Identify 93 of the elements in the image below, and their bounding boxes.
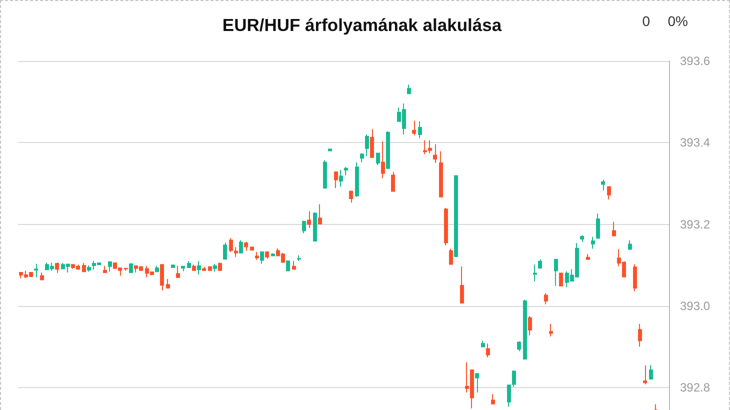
candlestick [34,263,38,278]
candlestick [244,241,248,252]
candlestick [255,252,259,260]
candlestick [171,264,175,268]
candlestick [391,172,395,192]
candlestick [596,213,600,239]
candlestick [381,140,385,179]
candlestick [517,340,521,352]
candlestick [297,254,301,262]
candlestick [82,262,86,272]
candlestick [129,263,133,273]
candlestick [486,342,490,358]
candlestick [591,236,595,250]
candlestick [481,340,485,348]
candlestick [533,264,537,282]
candlestick [449,248,453,265]
candlestick [360,152,364,163]
candlestick [638,323,642,348]
candlestick [250,246,254,250]
candlestick [491,394,495,404]
candlestick [412,120,416,136]
candlestick [386,130,390,169]
candlestick [607,186,611,200]
text: 0% [668,13,688,29]
y-tick-label: 393.4 [680,136,710,150]
candlestick [407,84,411,94]
candlestick [187,260,191,268]
chart-title: EUR/HUF árfolyamának alakulása [222,15,502,35]
candlestick [344,166,348,176]
candlestick [318,204,322,224]
candlestick [239,240,243,254]
candlestick [271,252,275,256]
candlestick [349,190,353,204]
candlestick [454,175,458,258]
candlestick [528,316,532,336]
candlestick [176,265,180,278]
candlestick [334,172,338,188]
candlestick [197,260,201,275]
candlestick [439,150,443,198]
candlestick [87,265,91,272]
candlestick [213,263,217,272]
candlestick [549,323,553,338]
candlestick [302,220,306,234]
candlestick [181,266,185,272]
candlestick [124,267,128,272]
candlestick [418,120,422,139]
candlestick [559,272,563,286]
candlestick [523,299,527,360]
candlestick [160,264,164,291]
candlestick [339,169,343,188]
candlestick [286,260,290,272]
candlestick [586,254,590,260]
candlestick [328,148,332,152]
candlestick [370,128,374,158]
y-tick-label: 393.6 [680,54,710,68]
candlestick [103,265,107,273]
text: 0 [642,13,650,29]
candlestick [554,258,558,286]
candlestick [475,373,479,393]
candlestick [628,240,632,250]
candlestick [433,144,437,164]
candlestick [192,264,196,271]
candlestick [612,221,616,236]
candlestick [40,272,44,280]
candlestick [538,258,542,268]
y-tick-label: 393.0 [680,298,710,313]
candlestick [355,162,359,198]
candlestick [323,160,327,188]
candlestick [633,264,637,292]
candlestick [649,364,653,380]
candlestick [307,210,311,228]
candlestick [260,252,264,264]
y-tick-label: 393.2 [680,217,710,232]
candlestick [313,212,317,242]
candlestick [218,262,222,271]
candlestick [265,250,269,260]
candlestick [601,179,605,191]
candlestick [208,266,212,271]
candlestick [376,152,380,166]
candlestick [460,266,464,304]
candlestick [155,265,159,272]
candlestick [444,207,448,246]
candlestick [166,278,170,288]
candlestick [108,261,112,272]
y-tick-label: 392.8 [680,380,710,395]
candlestick [544,292,548,305]
candlestick [202,266,206,271]
candlestick [580,234,584,242]
candlestick [55,262,59,274]
candlestick [365,134,369,157]
candlestick [292,260,296,270]
candlestick [223,242,227,260]
candlestick [643,365,647,385]
